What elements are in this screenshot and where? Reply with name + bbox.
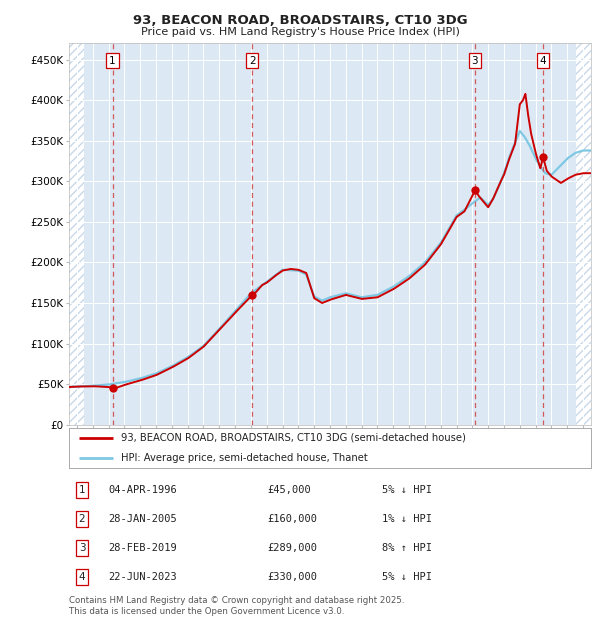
Text: 4: 4 [79, 572, 85, 582]
Text: 3: 3 [79, 543, 85, 553]
Text: 04-APR-1996: 04-APR-1996 [108, 485, 177, 495]
Text: Contains HM Land Registry data © Crown copyright and database right 2025.
This d: Contains HM Land Registry data © Crown c… [69, 596, 404, 616]
Text: 22-JUN-2023: 22-JUN-2023 [108, 572, 177, 582]
Text: 28-FEB-2019: 28-FEB-2019 [108, 543, 177, 553]
Text: 5% ↓ HPI: 5% ↓ HPI [382, 572, 432, 582]
Text: 2: 2 [79, 514, 85, 524]
Text: 5% ↓ HPI: 5% ↓ HPI [382, 485, 432, 495]
Text: £289,000: £289,000 [268, 543, 317, 553]
Text: £160,000: £160,000 [268, 514, 317, 524]
Text: 93, BEACON ROAD, BROADSTAIRS, CT10 3DG: 93, BEACON ROAD, BROADSTAIRS, CT10 3DG [133, 14, 467, 27]
Text: HPI: Average price, semi-detached house, Thanet: HPI: Average price, semi-detached house,… [121, 453, 368, 463]
Text: 3: 3 [472, 56, 478, 66]
Text: 1: 1 [109, 56, 116, 66]
Text: 4: 4 [540, 56, 547, 66]
Text: 28-JAN-2005: 28-JAN-2005 [108, 514, 177, 524]
Text: £330,000: £330,000 [268, 572, 317, 582]
Text: 2: 2 [249, 56, 256, 66]
Text: Price paid vs. HM Land Registry's House Price Index (HPI): Price paid vs. HM Land Registry's House … [140, 27, 460, 37]
Text: 1: 1 [79, 485, 85, 495]
Text: 8% ↑ HPI: 8% ↑ HPI [382, 543, 432, 553]
Text: 93, BEACON ROAD, BROADSTAIRS, CT10 3DG (semi-detached house): 93, BEACON ROAD, BROADSTAIRS, CT10 3DG (… [121, 433, 466, 443]
Text: 1% ↓ HPI: 1% ↓ HPI [382, 514, 432, 524]
Text: £45,000: £45,000 [268, 485, 311, 495]
